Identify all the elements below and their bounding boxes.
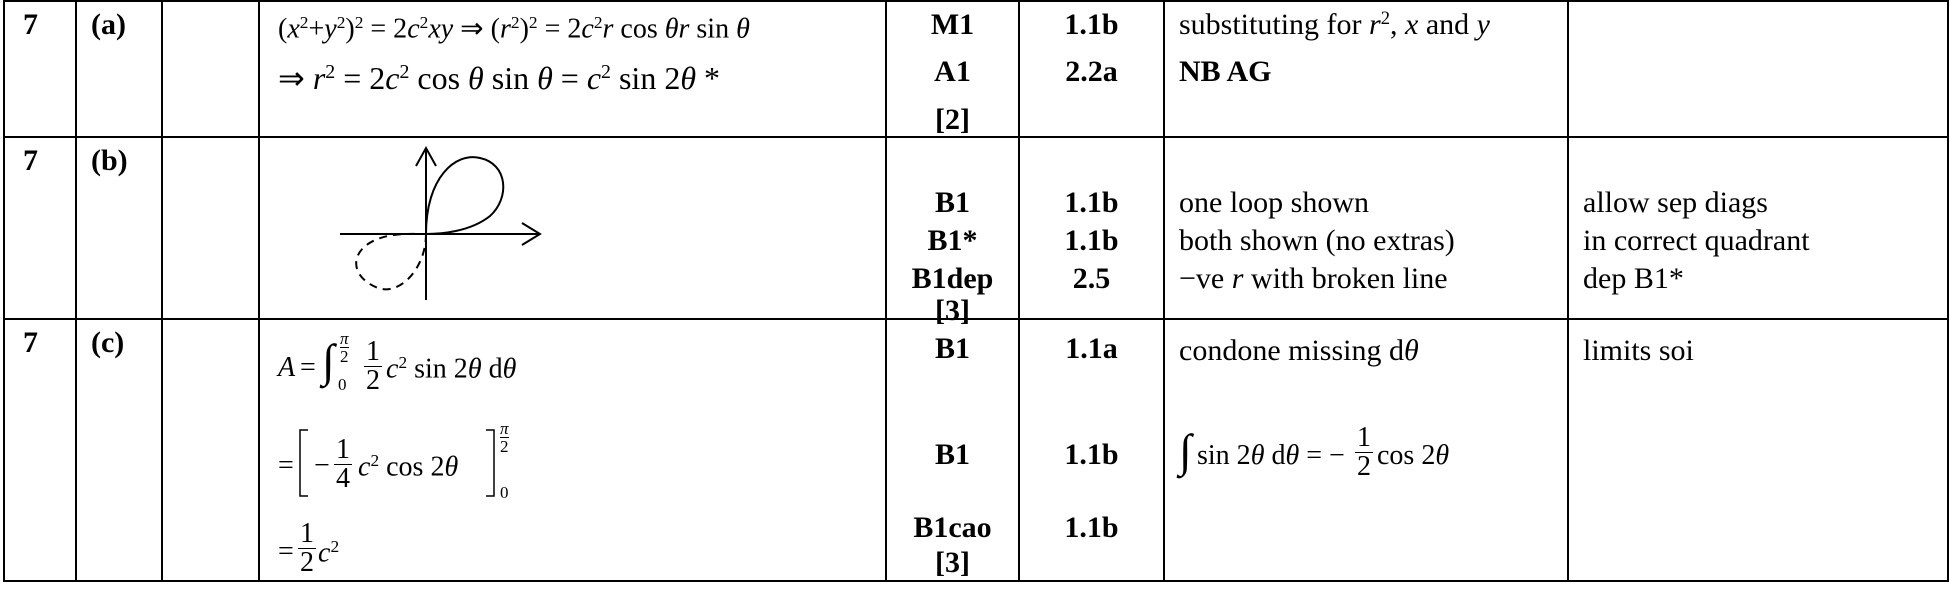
notes-cell: allow sep diags in correct quadrant dep … xyxy=(1567,136,1949,320)
notes-cell xyxy=(1567,0,1949,138)
guidance-cell: one loop shown both shown (no extras) −v… xyxy=(1163,136,1569,320)
mark-code: B1dep xyxy=(911,262,994,295)
ao-code: 1.1b xyxy=(1064,186,1119,219)
note-text: allow sep diags xyxy=(1583,186,1768,219)
blank-cell xyxy=(161,0,260,138)
answer-line-1: (x2+y2)2 = 2c2xy ⇒ (r2)2 = 2c2r cos θr s… xyxy=(278,13,750,45)
part-cell: (b) xyxy=(75,136,163,320)
note-text: dep B1* xyxy=(1583,262,1684,295)
blank-cell xyxy=(161,136,260,320)
mark-total: [3] xyxy=(935,546,970,579)
note-text: limits soi xyxy=(1583,334,1694,367)
table-row: 7 (a) (x2+y2)2 = 2c2xy ⇒ (r2)2 = 2c2r co… xyxy=(3,0,1949,138)
answer-cell: (x2+y2)2 = 2c2xy ⇒ (r2)2 = 2c2r cos θr s… xyxy=(258,0,887,138)
question-number-cell: 7 xyxy=(3,136,77,320)
question-number-cell: 7 xyxy=(3,318,77,582)
mark-code: B1* xyxy=(927,224,978,257)
ao-code: 2.2a xyxy=(1065,55,1118,88)
mark-code: B1 xyxy=(934,438,970,471)
mark-code: M1 xyxy=(930,8,975,41)
answer-cell xyxy=(258,136,887,320)
mark-code: B1cao xyxy=(913,511,992,544)
marks-cell: M1 A1 [2] xyxy=(885,0,1020,138)
ao-cell: 1.1a 1.1b 1.1b xyxy=(1018,318,1165,582)
ao-code: 1.1b xyxy=(1064,224,1119,257)
part-label: (b) xyxy=(91,144,128,177)
question-number: 7 xyxy=(23,8,38,41)
blank-cell xyxy=(161,318,260,582)
ao-code: 1.1b xyxy=(1064,511,1119,544)
marks-cell: B1 B1* B1dep [3] xyxy=(885,136,1020,326)
note-text: in correct quadrant xyxy=(1583,224,1810,257)
solid-loop xyxy=(424,156,505,236)
mark-code: B1 xyxy=(934,186,970,219)
ao-cell: 1.1b 2.2a xyxy=(1018,0,1165,138)
ao-cell: 1.1b 1.1b 2.5 xyxy=(1018,136,1165,320)
mark-total: [2] xyxy=(935,103,970,136)
guidance-cell: substituting for r2, x and y NB AG xyxy=(1163,0,1569,138)
evaluation-brackets xyxy=(299,429,495,497)
guidance-text: condone missing dθ xyxy=(1179,334,1419,367)
guidance-text: both shown (no extras) xyxy=(1179,224,1455,257)
mark-code: A1 xyxy=(934,55,971,88)
part-cell: (c) xyxy=(75,318,163,582)
marks-cell: B1 B1 B1cao [3] xyxy=(885,318,1020,582)
mark-code: B1 xyxy=(934,332,970,365)
ao-code: 1.1b xyxy=(1064,8,1119,41)
dashed-loop xyxy=(355,232,428,291)
part-cell: (a) xyxy=(75,0,163,138)
ao-code: 2.5 xyxy=(1072,262,1111,295)
question-number-cell: 7 xyxy=(3,0,77,138)
mark-scheme-table: 7 (a) (x2+y2)2 = 2c2xy ⇒ (r2)2 = 2c2r co… xyxy=(3,0,1949,582)
ao-code: 1.1b xyxy=(1064,438,1119,471)
guidance-text: −ve r with broken line xyxy=(1179,262,1448,295)
y-axis-arrow xyxy=(415,145,437,167)
notes-cell: limits soi xyxy=(1567,318,1949,582)
question-number: 7 xyxy=(23,326,38,359)
polar-curve-sketch xyxy=(340,145,542,300)
question-number: 7 xyxy=(23,144,38,177)
guidance-text: substituting for r2, x and y xyxy=(1179,8,1490,42)
part-label: (a) xyxy=(91,8,126,41)
guidance-text: NB AG xyxy=(1179,55,1272,88)
part-label: (c) xyxy=(91,326,125,359)
guidance-text: one loop shown xyxy=(1179,186,1369,219)
ao-code: 1.1a xyxy=(1065,332,1118,365)
answer-line-2: ⇒ r2 = 2c2 cos θ sin θ = c2 sin 2θ * xyxy=(278,60,721,96)
table-row: 7 (b) B1 B1* B1dep [3] 1.1b 1.1b 2.5 xyxy=(3,136,1949,326)
x-axis-arrow xyxy=(521,222,542,246)
